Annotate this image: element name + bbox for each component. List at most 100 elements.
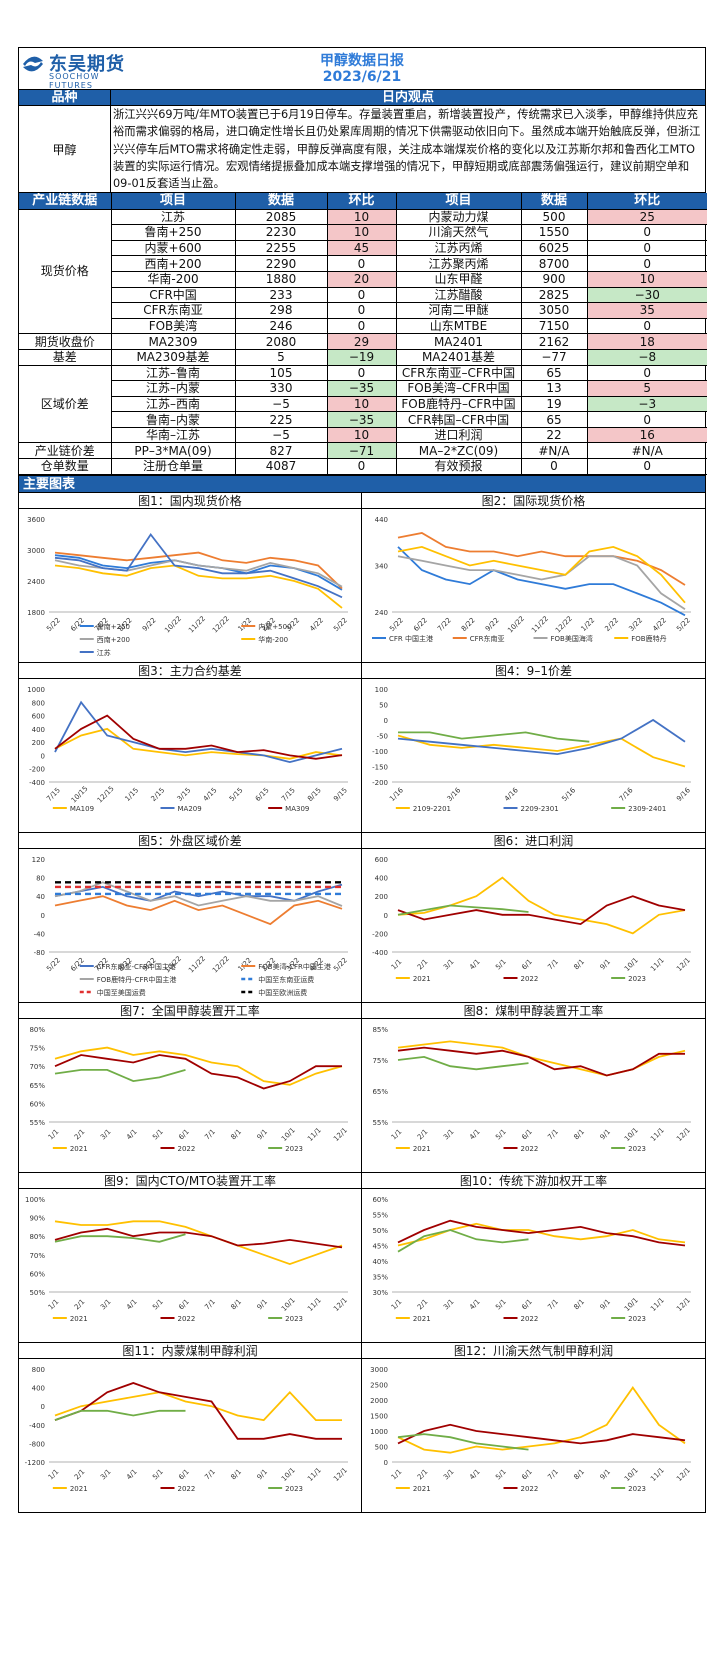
- table-header-row: 产业链数据 项目 数据 环比 项目 数据 环比: [19, 193, 707, 210]
- table-header-cell: 环比: [586, 193, 707, 210]
- y-tick-label: 1000: [27, 686, 45, 694]
- series-line: [397, 1219, 686, 1247]
- legend-label: MA209: [178, 805, 202, 813]
- item-name: 注册仓单量: [110, 458, 236, 475]
- y-tick-label: -150: [372, 763, 388, 771]
- x-tick-label: 10/1: [280, 1126, 297, 1143]
- legend-label: 内蒙+500: [258, 622, 291, 631]
- line-chart: 100% 90% 80% 70% 60% 50%1/1 2/1 3/1 4/1 5/1 6/1 7/1…: [25, 1196, 349, 1323]
- chart-title: 图12：川渝天然气制甲醇利润: [362, 1343, 705, 1359]
- series-line: [397, 554, 686, 610]
- x-tick-label: 6/1: [520, 1127, 534, 1141]
- y-tick-label: 3000: [370, 1366, 388, 1374]
- legend-label: 2209-2301: [521, 805, 559, 813]
- chart-title: 图2：国际现货价格: [362, 493, 705, 509]
- series-line: [398, 731, 590, 743]
- legend-label: 2023: [285, 1315, 303, 1323]
- legend-label: 中国至欧洲运费: [258, 988, 307, 997]
- item-value: 0: [520, 458, 588, 475]
- legend-label: 2021: [413, 1485, 431, 1493]
- item-name: 江苏–内蒙: [111, 380, 236, 397]
- x-tick-label: 2/1: [73, 1127, 87, 1141]
- x-tick-label: 5/1: [494, 957, 508, 971]
- line-chart: 80% 75% 70% 65% 60% 55%1/1 2/1 3/1 4/1 5/1 6/1 7/1 8…: [29, 1026, 349, 1153]
- item-change: 10: [326, 224, 397, 241]
- item-change: 18: [586, 333, 707, 350]
- legend-label: 2022: [178, 1485, 196, 1493]
- variety-label: 甲醇: [19, 106, 111, 193]
- report-date: 2023/6/21: [322, 69, 402, 85]
- item-change: −30: [586, 286, 707, 304]
- series-line: [54, 532, 343, 598]
- item-change: 10: [326, 395, 397, 413]
- x-tick-label: 10/1: [623, 956, 640, 973]
- y-tick-label: -100: [372, 748, 388, 756]
- item-name: 鲁南+250: [111, 224, 236, 241]
- logo-mark-icon: [23, 56, 43, 72]
- item-change: #N/A: [586, 442, 707, 460]
- item-name: MA2309基差: [110, 348, 236, 366]
- y-tick-label: 200: [375, 893, 388, 901]
- x-tick-label: 7/1: [203, 1127, 217, 1141]
- table-row: 华南–江苏 −5 10 进口利润 22 16: [19, 426, 707, 444]
- series-line: [397, 545, 686, 616]
- table-row: 期货收盘价 MA2309 2080 29 MA2401 2162 18: [19, 333, 707, 350]
- x-tick-label: 12/15: [96, 784, 116, 804]
- item-change: 16: [586, 426, 707, 444]
- x-tick-label: 6/1: [177, 1297, 191, 1311]
- x-tick-label: 3/1: [442, 957, 456, 971]
- item-value: 233: [234, 286, 328, 304]
- x-tick-label: 2/1: [416, 1127, 430, 1141]
- x-tick-label: 3/15: [176, 786, 193, 803]
- group-label: 现货价格: [19, 208, 112, 335]
- y-tick-label: 600: [375, 856, 388, 864]
- line-chart: 85% 75% 65% 55%1/1 2/1 3/1 4/1 5/1 6/1 7/1 8/1 9/1 1…: [372, 1026, 692, 1153]
- item-name: 江苏聚丙烯: [395, 255, 522, 272]
- series-line: [54, 1068, 186, 1082]
- item-value: 225: [234, 411, 328, 428]
- table-row: 西南+200 2290 0 江苏聚丙烯 8700 0: [19, 255, 707, 272]
- item-name: 江苏–鲁南: [110, 364, 236, 382]
- legend-label: 2023: [285, 1145, 303, 1153]
- x-tick-label: 2/1: [416, 957, 430, 971]
- x-tick-label: 5/1: [494, 1297, 508, 1311]
- item-value: 2230: [234, 224, 328, 241]
- x-tick-label: 6/1: [520, 1467, 534, 1481]
- y-tick-label: -1200: [25, 1459, 45, 1467]
- series-line: [54, 1046, 343, 1086]
- series-line: [397, 718, 686, 755]
- item-change: −19: [326, 348, 397, 366]
- x-tick-label: 10/1: [280, 1466, 297, 1483]
- item-value: 2085: [234, 208, 328, 226]
- x-tick-label: 1/1: [390, 1297, 404, 1311]
- x-tick-label: 7/22: [436, 616, 453, 633]
- y-tick-label: 80%: [29, 1026, 45, 1034]
- y-tick-label: -400: [29, 779, 45, 787]
- y-tick-label: 0: [41, 911, 45, 919]
- legend-label: 2022: [521, 975, 539, 983]
- series-line: [54, 1390, 342, 1421]
- series-line: [54, 714, 343, 760]
- x-tick-label: 2/1: [73, 1297, 87, 1311]
- item-change: 0: [586, 411, 707, 428]
- item-name: 内蒙+600: [111, 239, 236, 257]
- x-tick-label: 4/22: [308, 616, 325, 633]
- series-line: [397, 545, 686, 603]
- item-name: FOB美湾: [111, 317, 236, 335]
- y-tick-label: -40: [34, 930, 45, 938]
- x-tick-label: 6/15: [254, 786, 271, 803]
- y-tick-label: 100%: [25, 1196, 45, 1204]
- item-change: 0: [326, 255, 397, 272]
- item-value: 2255: [234, 239, 328, 257]
- legend-label: MA109: [70, 805, 94, 813]
- x-tick-label: 5/1: [151, 1467, 165, 1481]
- x-tick-label: 9/1: [599, 1467, 613, 1481]
- y-tick-label: 60%: [29, 1100, 45, 1108]
- line-chart: 60% 55% 50% 45% 40% 35% 30%1/1 2/1 3/1 4/1 5/1 6/1 7…: [372, 1196, 692, 1323]
- x-tick-label: 4/22: [651, 616, 668, 633]
- x-tick-label: 12/1: [675, 1466, 692, 1483]
- x-tick-label: 10/1: [623, 1126, 640, 1143]
- x-tick-label: 1/1: [47, 1467, 61, 1481]
- x-tick-label: 2/1: [416, 1467, 430, 1481]
- item-value: 6025: [520, 239, 588, 257]
